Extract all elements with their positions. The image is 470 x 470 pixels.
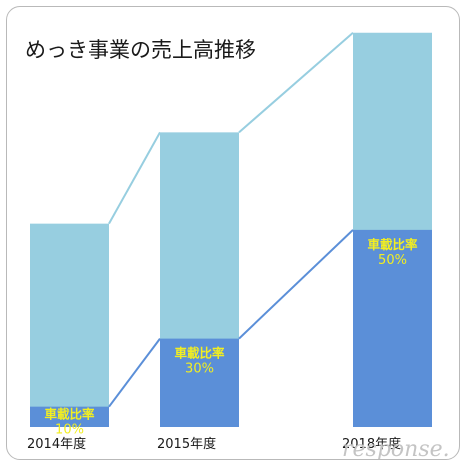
connector-automotive-0 [108, 338, 161, 408]
chart-title: めっき事業の売上高推移 [25, 38, 256, 62]
ratio-label-2018年度: 車載比率 [367, 237, 418, 252]
ratio-label-2014年度: 車載比率 [44, 407, 95, 422]
category-label-2018年度: 2018年度 [342, 436, 401, 452]
ratio-value-2015年度: 30% [185, 362, 214, 377]
watermark: response. [342, 437, 450, 459]
category-label-2014年度: 2014年度 [27, 436, 86, 452]
category-label-2015年度: 2015年度 [157, 436, 216, 452]
connector-total-1 [238, 31, 354, 134]
ratio-value-2018年度: 50% [378, 253, 407, 268]
connector-automotive-1 [238, 229, 354, 340]
bar-total-2014年度 [30, 223, 109, 427]
bar-automotive-2015年度 [160, 338, 239, 427]
chart-frame: めっき事業の売上高推移 車載比率 10% 車載比率 30% 車載比率 50% 2014年度 2… [6, 6, 460, 460]
bar-automotive-2014年度 [30, 406, 109, 427]
connector-total-0 [108, 131, 161, 225]
ratio-value-2014年度: 10% [55, 423, 84, 438]
bar-automotive-2018年度 [353, 229, 432, 427]
ratio-label-2015年度: 車載比率 [174, 346, 225, 361]
